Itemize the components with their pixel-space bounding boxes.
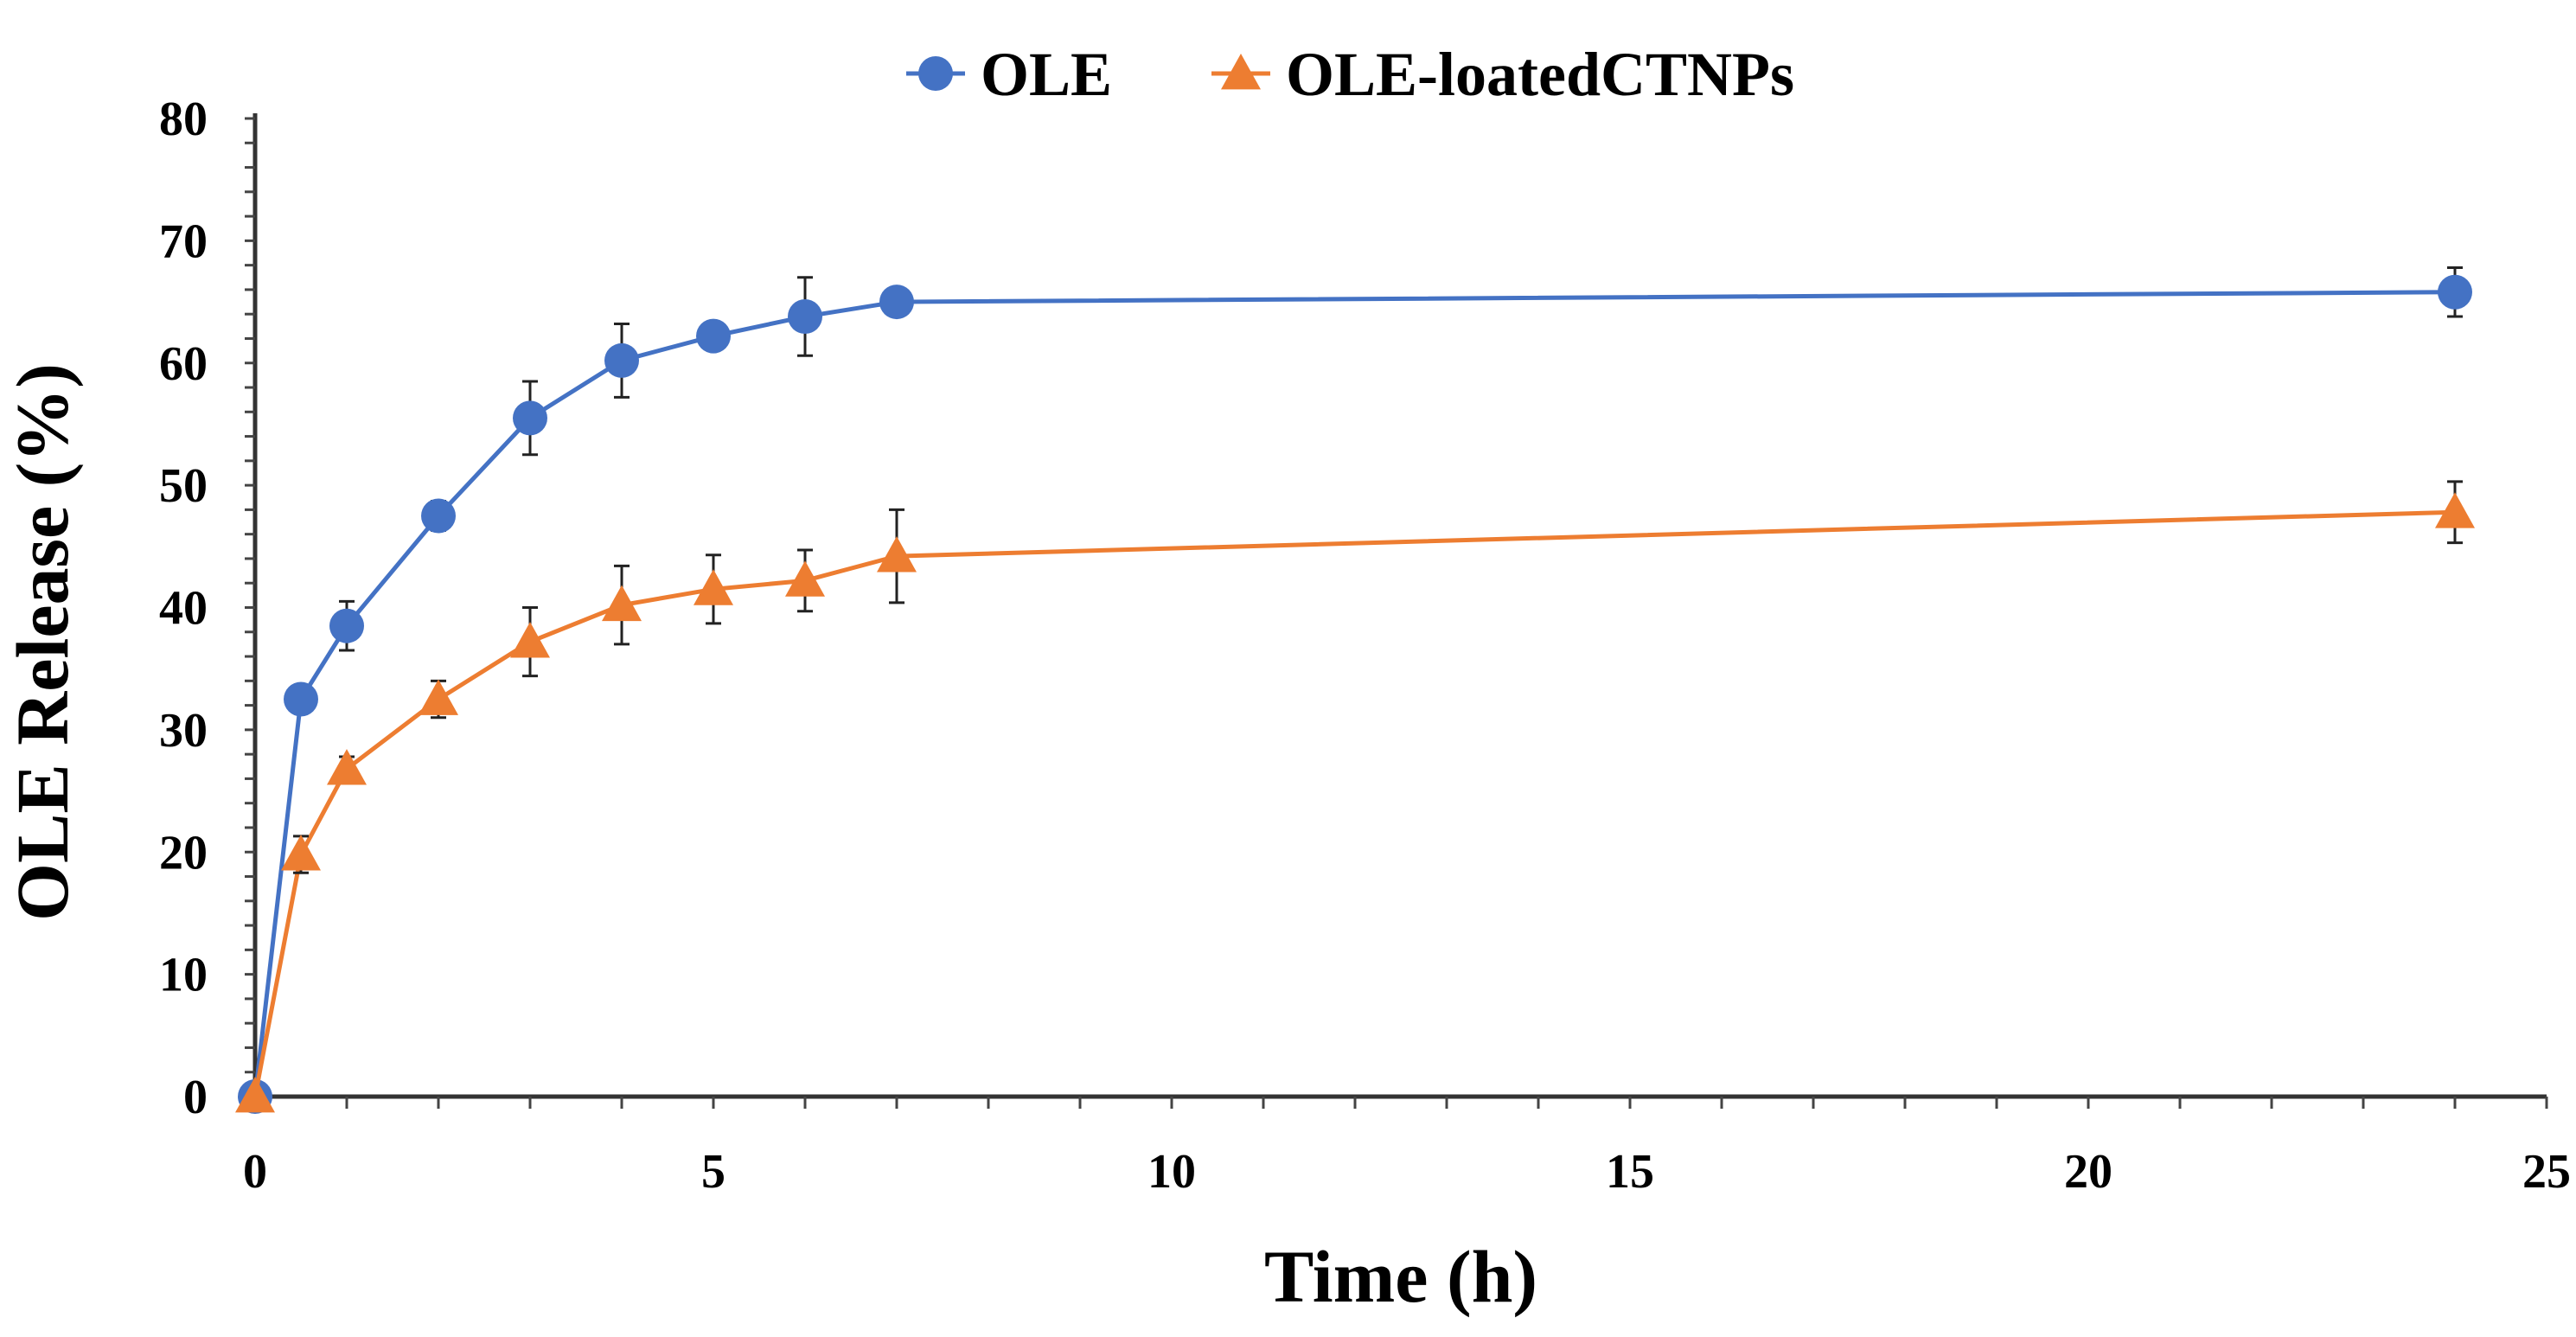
data-point (694, 569, 733, 605)
data-point (419, 679, 458, 715)
y-tick-label: 50 (159, 459, 208, 513)
data-point (235, 1077, 275, 1113)
legend-label: OLE-loatedCTNPs (1286, 40, 1794, 109)
data-point (421, 498, 456, 534)
legend-triangle-marker (1221, 54, 1261, 90)
data-point (877, 536, 917, 573)
data-point (788, 299, 822, 335)
series-1 (238, 265, 2472, 1114)
legend-entry-1: OLE (906, 40, 1112, 109)
y-tick-label: 30 (159, 704, 208, 758)
x-tick-label: 10 (1147, 1145, 1196, 1199)
data-point (284, 681, 318, 717)
x-tick-label: 0 (243, 1145, 267, 1199)
series-line (252, 290, 2456, 1097)
y-tick-label: 60 (159, 337, 208, 391)
x-tick-label: 25 (2522, 1145, 2571, 1199)
legend-label: OLE (981, 40, 1112, 109)
y-tick-label: 40 (159, 582, 208, 636)
series-layer (235, 265, 2475, 1114)
axes: 0 10 20 30 40 50 60 70 80 0 5 10 15 20 25 (159, 93, 2571, 1199)
y-axis-title: OLE Release (%) (1, 363, 84, 921)
legend: OLE OLE-loatedCTNPs (906, 40, 1794, 109)
data-point (785, 560, 825, 597)
data-point (513, 400, 547, 436)
legend-entry-2: OLE-loatedCTNPs (1211, 40, 1794, 109)
legend-circle-marker (918, 56, 953, 91)
data-point (281, 835, 321, 871)
data-point (510, 622, 550, 658)
y-tick-label: 20 (159, 826, 208, 880)
series-line (252, 509, 2456, 1097)
data-point (2438, 274, 2472, 310)
data-point (604, 342, 639, 378)
y-tick-label: 80 (159, 93, 208, 146)
series-2 (235, 480, 2475, 1113)
y-tick-label: 10 (159, 949, 208, 1002)
x-tick-label: 15 (1606, 1145, 1654, 1199)
data-point (2435, 492, 2475, 528)
x-tick-label: 20 (2064, 1145, 2113, 1199)
data-point (879, 285, 914, 320)
x-axis-title: Time (h) (1264, 1235, 1537, 1318)
x-tick-label: 5 (701, 1145, 725, 1199)
data-point (329, 608, 364, 643)
y-tick-label: 70 (159, 214, 208, 268)
data-point (696, 318, 731, 354)
data-point (327, 749, 367, 785)
y-tick-label: 0 (183, 1071, 208, 1124)
data-point (602, 585, 642, 622)
